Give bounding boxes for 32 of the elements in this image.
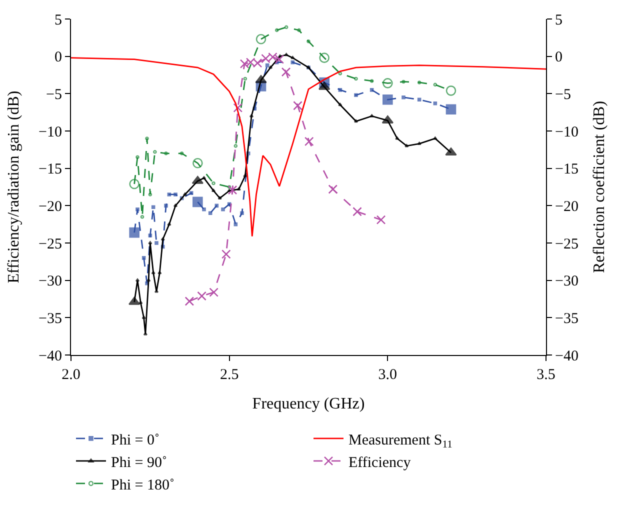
y2-tick-label: −20 <box>555 198 578 215</box>
legend-label: Phi = 0˚ <box>111 432 160 448</box>
legend-label: Efficiency <box>348 454 412 471</box>
y-tick-label: −25 <box>38 236 62 252</box>
x-tick-label: 2.5 <box>220 367 239 383</box>
x-tick-label: 2.0 <box>62 367 80 383</box>
y2-tick-label: 5 <box>555 12 562 28</box>
y2-tick-label: −30 <box>555 274 578 290</box>
y2-axis-title: Reflection coefficient (dB) <box>591 100 608 274</box>
legend-label: Phi = 90˚ <box>111 454 167 471</box>
y-tick-label: −15 <box>38 162 62 178</box>
y2-tick-label: 0 <box>555 50 562 66</box>
y-tick-label: −10 <box>38 124 62 140</box>
y-tick-label: −40 <box>38 348 62 364</box>
y2-tick-label: −35 <box>555 310 578 327</box>
y2-tick-label: −25 <box>555 236 578 252</box>
y-tick-label: 5 <box>54 12 62 28</box>
y-tick-label: −35 <box>38 310 62 327</box>
y2-tick-label: −5 <box>555 86 571 103</box>
y2-tick-label: −40 <box>555 348 578 364</box>
x-tick-label: 3.0 <box>378 367 398 383</box>
y-tick-label: 0 <box>54 50 62 66</box>
y2-tick-label: −10 <box>555 124 578 140</box>
y2-tick-label: −15 <box>555 162 578 178</box>
x-tick-label: 3.5 <box>536 367 556 383</box>
legend-label: Measurement S$_{11}$ <box>348 432 452 450</box>
y-tick-label: −20 <box>38 198 62 215</box>
x-axis-title: Frequency (GHz) <box>252 396 365 413</box>
legend-label: Phi = 180˚ <box>111 477 174 494</box>
y-tick-label: −5 <box>46 86 62 103</box>
y-axis-title: Efficiency/radiation gain (dB) <box>5 90 22 284</box>
y-tick-label: −30 <box>38 274 62 290</box>
